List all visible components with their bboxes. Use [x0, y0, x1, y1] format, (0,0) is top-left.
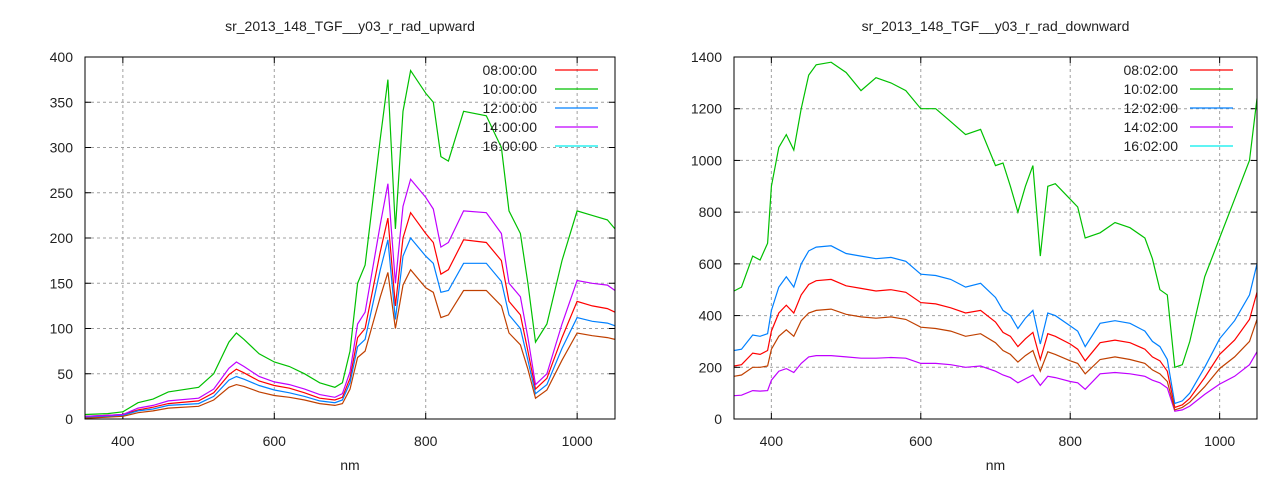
- series-line-140200: [734, 351, 1257, 412]
- series-line-080200: [734, 278, 1257, 409]
- y-tick-label: 1000: [691, 152, 722, 168]
- y-tick-label: 0: [714, 411, 722, 427]
- x-tick-label: 1000: [1204, 433, 1235, 449]
- y-tick-label: 400: [699, 308, 723, 324]
- legend-label: 12:00:00: [483, 100, 538, 116]
- plot-downward: 0 200 400 600 800 1000 1200 1400 400 600 800 1000 08…: [691, 18, 1258, 473]
- chart-title: sr_2013_148_TGF__y03_r_rad_downward: [862, 18, 1130, 34]
- x-tick-label: 400: [760, 433, 784, 449]
- series-line-160200: [734, 308, 1257, 411]
- legend-label: 14:00:00: [483, 119, 538, 135]
- legend-label: 08:00:00: [483, 62, 538, 78]
- legend-label: 12:02:00: [1124, 100, 1179, 116]
- x-tick-label: 1000: [562, 433, 593, 449]
- series-line-120200: [734, 245, 1257, 405]
- y-tick-label: 150: [50, 275, 74, 291]
- plot-upward: 0 50 100 150 200 250 300 350 400 400 600 800 1000 08:…: [50, 18, 616, 473]
- x-tick-label: 800: [414, 433, 438, 449]
- y-tick-label: 400: [50, 49, 74, 65]
- series-line-140000: [85, 177, 615, 417]
- y-tick-label: 1200: [691, 101, 722, 117]
- x-tick-label: 800: [1059, 433, 1083, 449]
- legend-label: 10:02:00: [1124, 81, 1179, 97]
- legend-label: 16:02:00: [1124, 138, 1179, 154]
- x-tick-label: 400: [111, 433, 135, 449]
- y-tick-label: 50: [57, 366, 73, 382]
- series-line-100000: [85, 69, 615, 416]
- legend-label: 10:00:00: [483, 81, 538, 97]
- legend-label: 08:02:00: [1124, 62, 1179, 78]
- series-line-100200: [734, 61, 1257, 369]
- y-tick-label: 300: [50, 140, 74, 156]
- y-tick-label: 600: [699, 256, 723, 272]
- x-axis-label: nm: [986, 457, 1005, 473]
- y-tick-label: 800: [699, 204, 723, 220]
- series-line-120000: [85, 236, 615, 418]
- y-tick-label: 200: [699, 359, 723, 375]
- legend-label: 16:00:00: [483, 138, 538, 154]
- x-tick-label: 600: [909, 433, 933, 449]
- y-tick-label: 350: [50, 94, 74, 110]
- legend-label: 14:02:00: [1124, 119, 1179, 135]
- y-tick-label: 200: [50, 230, 74, 246]
- y-tick-label: 250: [50, 185, 74, 201]
- chart-title: sr_2013_148_TGF__y03_r_rad_upward: [225, 18, 475, 34]
- x-tick-label: 600: [263, 433, 287, 449]
- y-tick-label: 1400: [691, 49, 722, 65]
- plot-frame: [84, 56, 616, 420]
- y-tick-label: 0: [65, 411, 73, 427]
- y-tick-label: 100: [50, 321, 74, 337]
- series-line-080000: [85, 211, 615, 417]
- x-axis-label: nm: [340, 457, 359, 473]
- plot-frame: [733, 56, 1258, 420]
- series-line-160000: [85, 268, 615, 419]
